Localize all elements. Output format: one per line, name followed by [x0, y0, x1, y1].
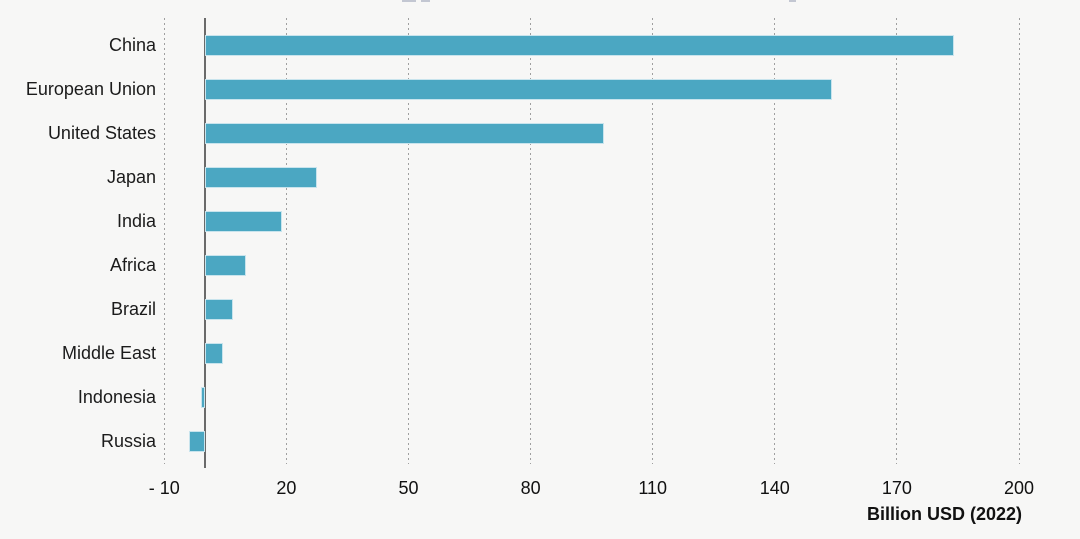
bar: [200, 386, 205, 408]
x-gridline: [1018, 18, 1020, 464]
cropped-title-remnant: [402, 0, 416, 2]
x-gridline: [285, 18, 287, 464]
x-tick-label: - 10: [148, 478, 180, 498]
x-gridline: [408, 18, 409, 464]
x-tick-label: 80: [520, 478, 541, 498]
category-label: China: [108, 34, 156, 55]
category-label: India: [116, 210, 156, 231]
bar: [205, 166, 317, 188]
x-tick-label: 50: [398, 478, 419, 498]
bar: [188, 430, 205, 452]
bar: [205, 78, 832, 100]
x-gridline: [163, 18, 165, 464]
x-gridline: [530, 18, 532, 464]
cropped-title-remnant: [421, 0, 430, 2]
x-axis-title: Billion USD (2022): [866, 504, 1022, 524]
bar: [205, 122, 604, 144]
bar: [205, 342, 224, 364]
category-label: United States: [47, 122, 156, 143]
zero-axis-line: [204, 18, 206, 468]
x-gridline: [896, 18, 898, 464]
cropped-title-remnant: [789, 0, 796, 2]
category-label: Middle East: [61, 342, 156, 363]
category-label: Russia: [100, 430, 156, 451]
x-gridline: [774, 18, 776, 464]
x-tick-label: 200: [1003, 478, 1035, 498]
x-tick-label: 140: [759, 478, 790, 498]
category-label: Japan: [106, 166, 156, 187]
category-label: Indonesia: [77, 386, 156, 407]
x-tick-label: 170: [881, 478, 912, 498]
x-tick-label: 110: [638, 478, 668, 498]
bar: [205, 34, 954, 56]
bar: [205, 254, 246, 276]
category-label: European Union: [25, 78, 156, 99]
x-tick-label: 20: [276, 478, 297, 498]
bar: [205, 298, 234, 320]
x-gridline: [652, 18, 654, 464]
bar: [205, 210, 283, 232]
category-label: Africa: [109, 254, 156, 275]
category-label: Brazil: [110, 298, 156, 319]
